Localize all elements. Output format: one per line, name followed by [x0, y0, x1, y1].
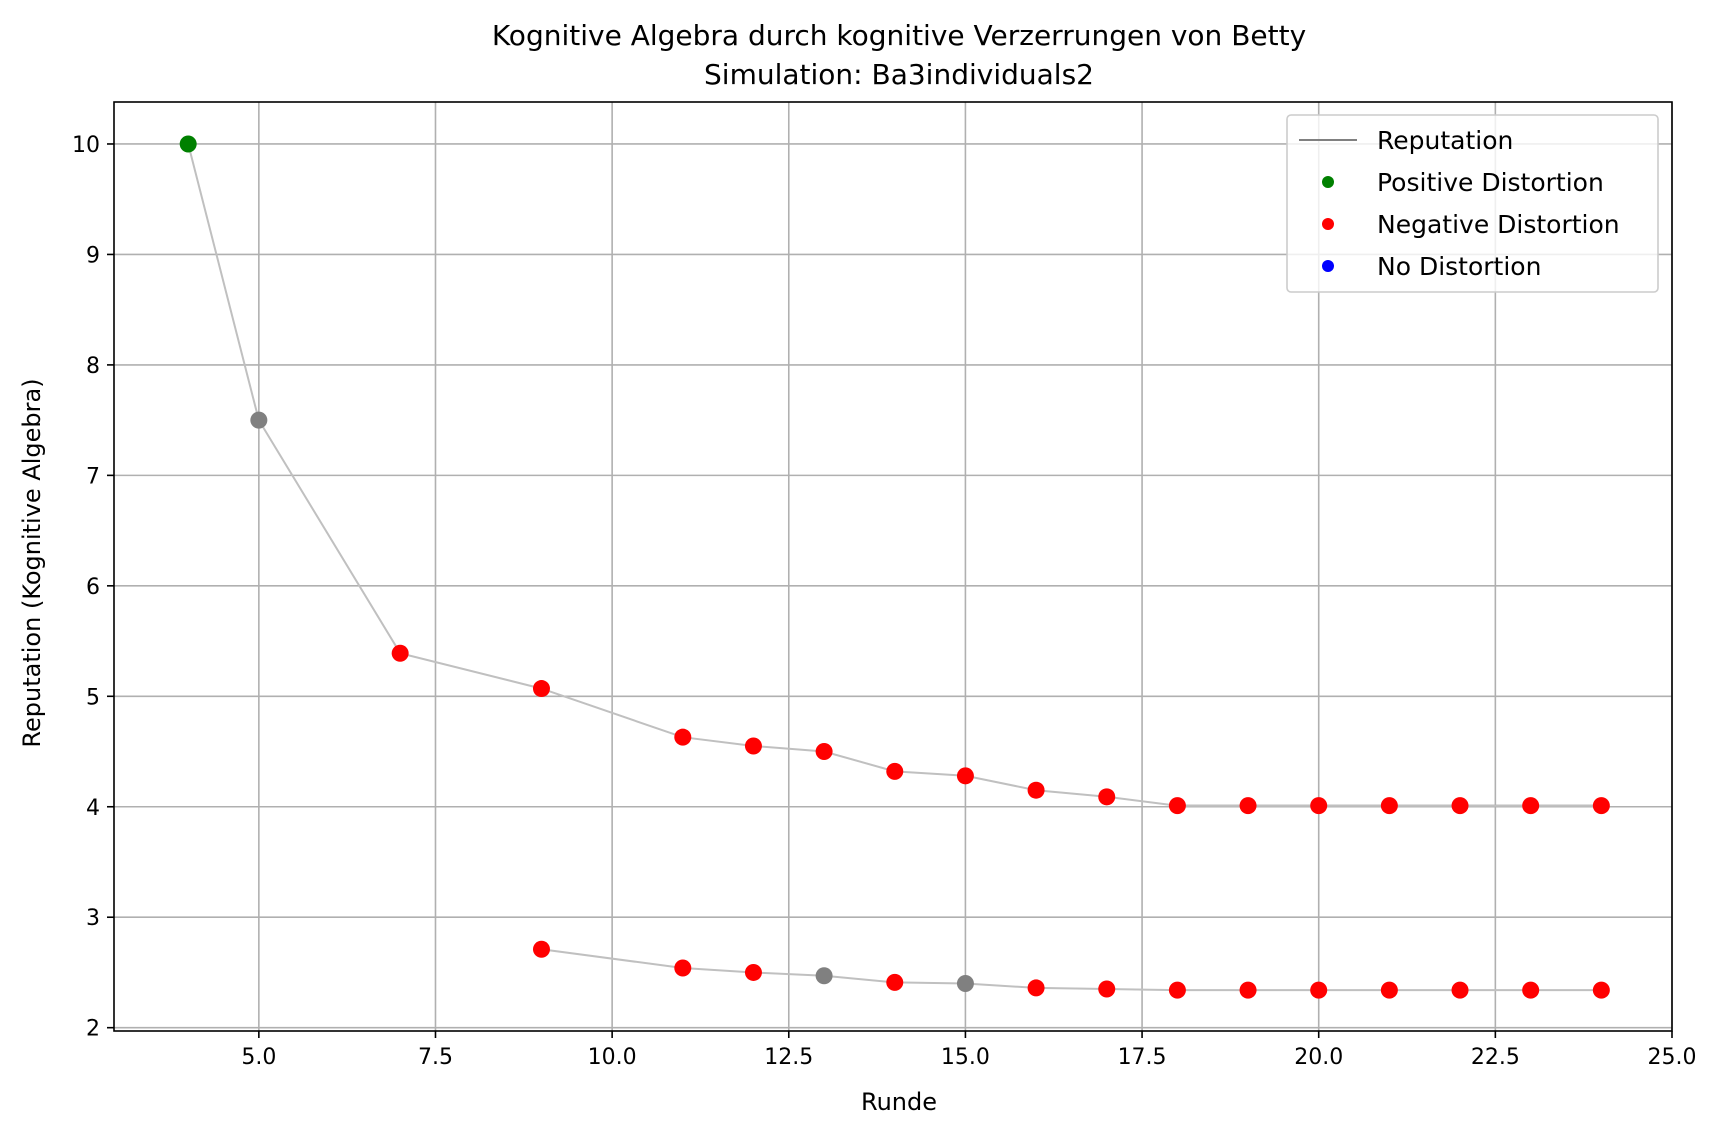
data-point-negative [1380, 797, 1398, 815]
data-point-none [250, 411, 268, 429]
data-point-positive [179, 135, 197, 153]
data-point-negative [1168, 981, 1186, 999]
data-point-negative [1592, 797, 1610, 815]
data-point-negative [1027, 781, 1045, 799]
legend-marker-swatch [1322, 260, 1334, 272]
data-markers [179, 135, 1610, 999]
data-point-negative [391, 644, 409, 662]
y-tick-label: 3 [86, 906, 100, 931]
data-point-negative [1522, 981, 1540, 999]
data-point-negative [1451, 797, 1469, 815]
legend-label: No Distortion [1377, 252, 1541, 281]
x-tick-label: 20.0 [1294, 1045, 1343, 1070]
data-point-negative [1168, 797, 1186, 815]
y-tick-label: 5 [86, 685, 100, 710]
data-point-negative [1310, 981, 1328, 999]
data-point-negative [674, 959, 692, 977]
x-tick-label: 17.5 [1118, 1045, 1167, 1070]
x-tick-label: 5.0 [241, 1045, 276, 1070]
data-point-negative [674, 728, 692, 746]
legend-marker-swatch [1322, 176, 1334, 188]
data-point-negative [1522, 797, 1540, 815]
legend: Reputation Positive Distortion Negative Di… [1286, 114, 1659, 293]
axis-ticks: 5.0 7.5 10.0 12.5 15.0 17.5 20.0 22.5 25.0 2 3 4 5 6 7… [72, 133, 1696, 1070]
data-point-none [815, 967, 833, 985]
y-tick-label: 8 [86, 354, 100, 379]
plot-frame [113, 101, 1673, 1032]
data-point-negative [886, 973, 904, 991]
data-point-negative [532, 680, 550, 698]
series-line-1 [187, 143, 1602, 807]
data-point-negative [1451, 981, 1469, 999]
chart-title: Kognitive Algebra durch kognitive Verzer… [492, 19, 1306, 52]
data-point-negative [1239, 981, 1257, 999]
data-point-negative [1239, 797, 1257, 815]
data-point-negative [532, 940, 550, 958]
x-axis-label: Runde [861, 1088, 937, 1116]
legend-label: Positive Distortion [1377, 168, 1604, 197]
data-point-negative [886, 762, 904, 780]
legend-label: Negative Distortion [1377, 210, 1620, 239]
y-tick-label: 7 [86, 464, 100, 489]
data-point-negative [1098, 980, 1116, 998]
data-point-negative [1592, 981, 1610, 999]
legend-marker-swatch [1322, 218, 1334, 230]
data-point-negative [1027, 979, 1045, 997]
data-point-none [956, 975, 974, 993]
legend-box [1286, 114, 1659, 293]
y-tick-label: 2 [86, 1017, 100, 1042]
data-point-negative [744, 737, 762, 755]
x-tick-label: 10.0 [588, 1045, 637, 1070]
x-tick-label: 12.5 [764, 1045, 813, 1070]
data-point-negative [1098, 788, 1116, 806]
x-tick-label: 15.0 [941, 1045, 990, 1070]
y-tick-label: 6 [86, 575, 100, 600]
data-point-negative [956, 767, 974, 785]
y-tick-label: 9 [86, 243, 100, 268]
y-tick-label: 4 [86, 796, 100, 821]
chart-subtitle: Simulation: Ba3individuals2 [704, 58, 1094, 91]
x-tick-label: 25.0 [1648, 1045, 1697, 1070]
x-tick-label: 22.5 [1471, 1045, 1520, 1070]
y-tick-label: 10 [72, 133, 100, 158]
data-point-negative [815, 743, 833, 761]
data-point-negative [744, 963, 762, 981]
data-point-negative [1310, 797, 1328, 815]
x-tick-label: 7.5 [418, 1045, 453, 1070]
y-axis-label: Reputation (Kognitive Algebra) [18, 378, 46, 747]
legend-label: Reputation [1377, 126, 1513, 155]
data-point-negative [1380, 981, 1398, 999]
